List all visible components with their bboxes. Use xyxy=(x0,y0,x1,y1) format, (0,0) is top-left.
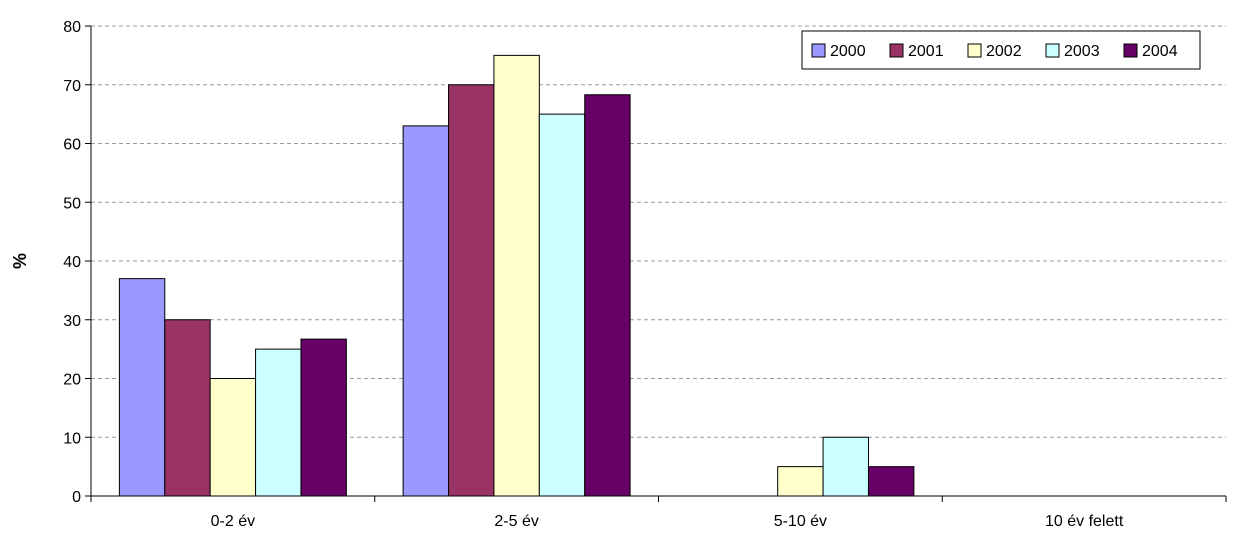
x-tick-label: 2-5 év xyxy=(494,513,538,530)
bars xyxy=(118,54,915,497)
y-tick-label: 80 xyxy=(63,19,81,36)
y-tick-label: 60 xyxy=(63,137,81,154)
y-tick-label: 40 xyxy=(63,254,81,271)
y-tick-label: 20 xyxy=(63,372,81,389)
legend-label: 2003 xyxy=(1064,43,1100,60)
bar-2000-1 xyxy=(402,125,450,497)
x-tick-label: 5-10 év xyxy=(774,513,827,530)
bar-2004-2 xyxy=(867,466,915,497)
y-tick-label: 50 xyxy=(63,195,81,212)
bar-2004-0 xyxy=(300,338,347,497)
bar-2004-1 xyxy=(584,94,631,497)
legend-label: 2004 xyxy=(1142,43,1178,60)
legend: 2000 2001 2002 2003 2004 xyxy=(801,30,1201,70)
bar-2001-0 xyxy=(164,319,211,497)
legend-swatch xyxy=(967,43,982,58)
y-tick-label: 70 xyxy=(63,78,81,95)
legend-swatch xyxy=(889,43,904,58)
legend-swatch xyxy=(811,43,826,58)
x-axis-ticks: 0-2 év 2-5 év 5-10 év 10 év felett xyxy=(90,496,1227,530)
legend-swatch xyxy=(1045,43,1060,58)
legend-label: 2002 xyxy=(986,43,1022,60)
bar-2003-1 xyxy=(538,113,586,497)
y-tick-label: 0 xyxy=(72,489,81,506)
x-tick-label: 0-2 év xyxy=(211,513,255,530)
legend-swatch xyxy=(1123,43,1138,58)
y-tick-label: 30 xyxy=(63,313,81,330)
y-axis-label: % xyxy=(10,253,30,269)
x-tick-label: 10 év felett xyxy=(1045,513,1124,530)
bar-2001-1 xyxy=(448,84,495,497)
bar-2003-0 xyxy=(255,348,302,497)
bar-2002-1 xyxy=(493,54,540,497)
bar-2002-2 xyxy=(777,466,824,497)
legend-label: 2000 xyxy=(830,43,866,60)
bar-2000-0 xyxy=(118,278,166,497)
bar-2002-0 xyxy=(209,378,257,497)
legend-label: 2001 xyxy=(908,43,944,60)
y-tick-label: 10 xyxy=(63,430,81,447)
y-axis-ticks: 0 10 20 30 40 50 60 70 80 xyxy=(63,19,91,506)
bar-2003-2 xyxy=(822,436,869,497)
